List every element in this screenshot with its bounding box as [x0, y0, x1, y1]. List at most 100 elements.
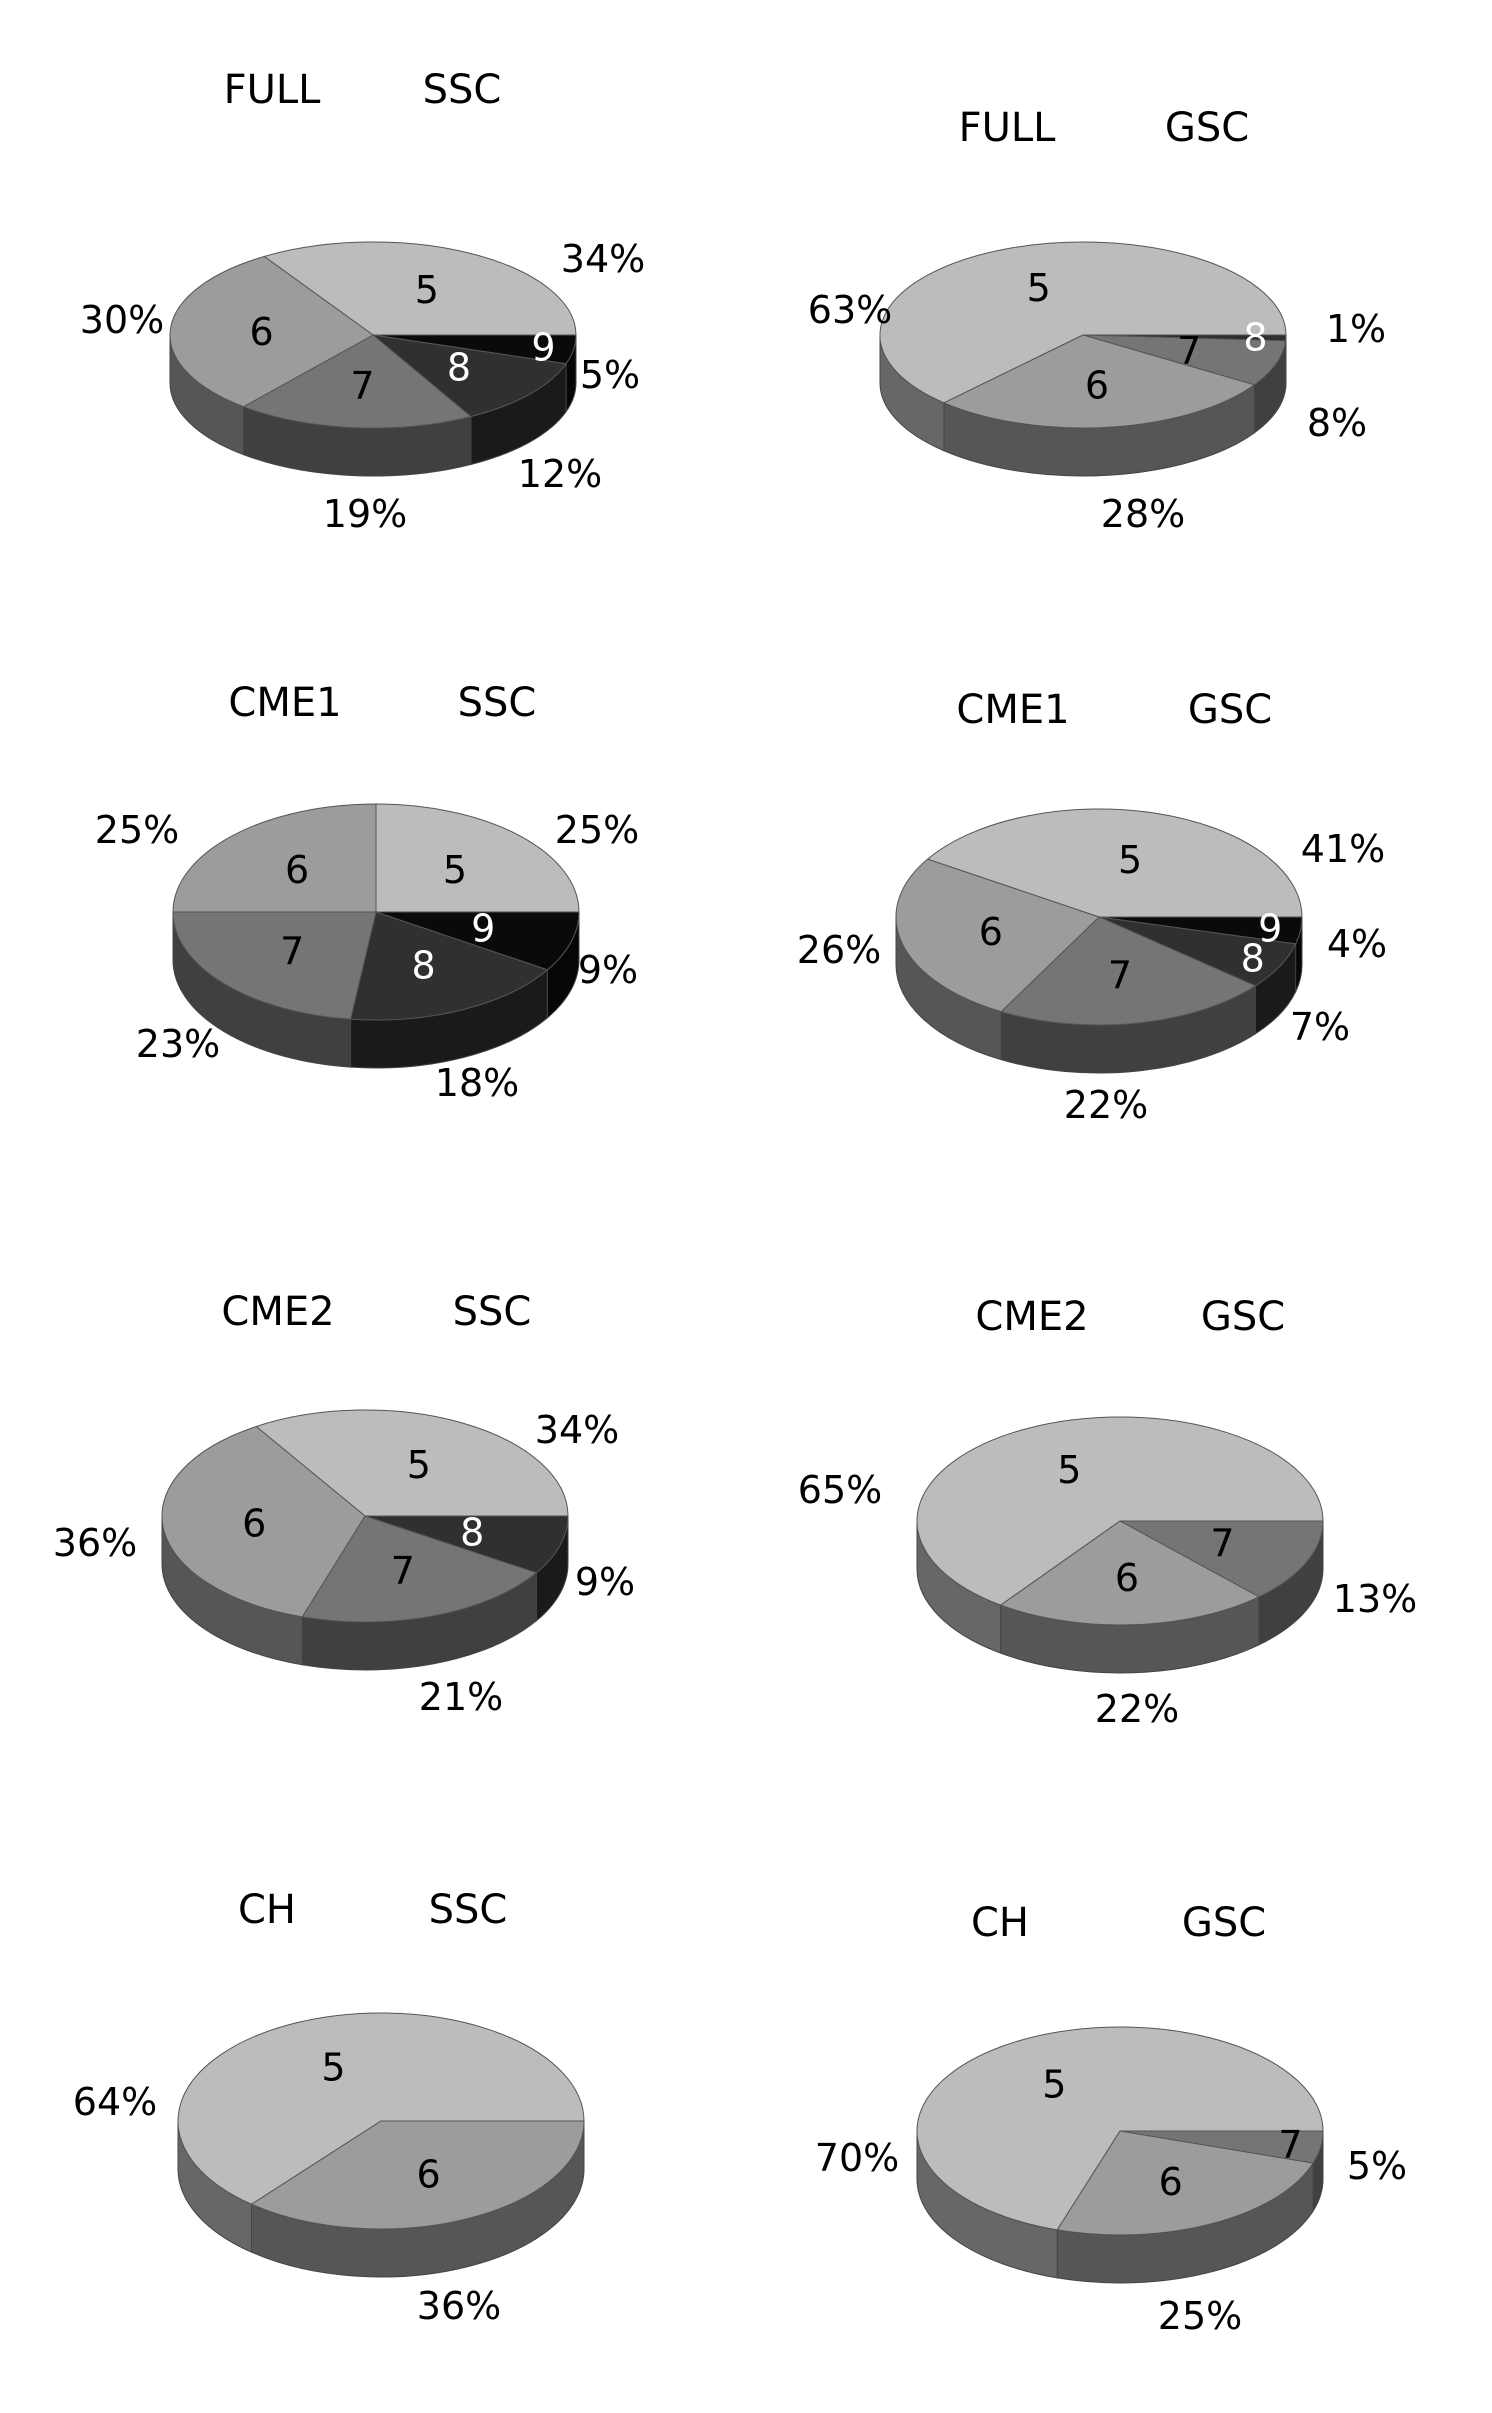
slice-label-7: 7 — [280, 929, 304, 973]
pie-top-faces — [172, 803, 580, 1021]
chart-title-left: FULL — [959, 105, 1057, 151]
pie-slice-9 — [375, 911, 580, 971]
pie-chart-6: CME2 GSC 5 7 6 65% 13% 22% — [798, 1294, 1417, 1731]
pie-chart-5: CME2 SSC 58 7 6 34% 9% 21% 36% — [53, 1289, 635, 1719]
percent-label-6: 30% — [80, 298, 164, 342]
slice-label-5: 5 — [1027, 266, 1051, 310]
percent-label-6: 25% — [1158, 2294, 1242, 2338]
pie-slice-5 — [916, 2026, 1324, 2231]
chart-title-left: FULL — [224, 67, 322, 113]
pie-slice-7 — [1000, 916, 1257, 1026]
pie-slice-7 — [1082, 334, 1287, 386]
chart-title-left: CME2 — [221, 1289, 334, 1335]
chart-title-right: SSC — [458, 680, 537, 726]
pie-slice-6 — [250, 2120, 585, 2230]
pie-chart-8: CH GSC 5 7 6 70% 5% 25% — [815, 1900, 1407, 2338]
chart-title-right: GSC — [1165, 105, 1249, 151]
pie-top-faces — [879, 241, 1287, 429]
percent-label-7: 22% — [1064, 1083, 1148, 1127]
slice-label-6: 6 — [242, 1501, 266, 1545]
percent-label-5: 64% — [73, 2080, 157, 2124]
pie-slice-6 — [942, 334, 1256, 429]
slice-label-6: 6 — [979, 910, 1003, 954]
percent-label-6: 28% — [1101, 492, 1185, 536]
chart-title-right: GSC — [1201, 1294, 1285, 1340]
slice-label-8: 8 — [1241, 937, 1265, 981]
pie-slice-6 — [172, 803, 377, 913]
pie-slice-6 — [999, 1520, 1261, 1626]
percent-label-5: 34% — [561, 237, 645, 281]
pie-chart-4: CME1 GSC 5 98 7 6 41% 4% 7% 22% 26% — [797, 687, 1387, 1127]
percent-label-5: 41% — [1301, 827, 1385, 871]
chart-title-left: CH — [238, 1887, 296, 1933]
chart-title-right: GSC — [1182, 1900, 1266, 1946]
pie-slice-5 — [375, 803, 580, 913]
pie-slice-5 — [916, 1416, 1324, 1606]
percent-label-7: 13% — [1333, 1577, 1417, 1621]
pie-slice-6 — [169, 255, 374, 408]
pie-side-walls — [169, 334, 577, 477]
slice-label-7: 7 — [1177, 329, 1201, 373]
percent-label-6: 26% — [797, 928, 881, 972]
percent-label-7: 21% — [419, 1675, 503, 1719]
pie-chart-7: CH SSC 5 6 64% 36% — [73, 1887, 585, 2328]
slice-label-5: 5 — [443, 848, 467, 892]
pie-slice-5 — [255, 1409, 569, 1517]
slice-label-8: 8 — [1243, 315, 1267, 359]
percent-label-9: 5% — [580, 353, 640, 397]
pie-slice-6 — [895, 858, 1100, 1013]
chart-title-left: CME1 — [956, 687, 1069, 733]
slice-label-9: 9 — [471, 907, 495, 951]
percent-label-8: 12% — [518, 452, 602, 496]
pie-slice-7 — [172, 911, 377, 1020]
pie-top-faces — [161, 1409, 569, 1623]
slice-label-6: 6 — [249, 310, 273, 354]
percent-label-6: 36% — [53, 1521, 137, 1565]
slice-label-5: 5 — [321, 2045, 345, 2089]
pie-top-faces — [916, 2026, 1324, 2236]
slice-label-5: 5 — [415, 268, 439, 312]
slice-label-6: 6 — [1085, 364, 1109, 408]
pie-chart-1: FULL SSC 5 9 8 7 6 34% 5% 12% 19% 30% — [80, 67, 645, 536]
slice-label-6: 6 — [1115, 1556, 1139, 1600]
percent-label-8: 18% — [435, 1061, 519, 1105]
slice-label-5: 5 — [407, 1443, 431, 1487]
percent-label-5: 34% — [535, 1408, 619, 1452]
percent-label-5: 63% — [808, 288, 892, 332]
pie-slice-5 — [177, 2012, 585, 2205]
chart-title-right: SSC — [429, 1887, 508, 1933]
percent-label-8: 1% — [1326, 307, 1386, 351]
slice-label-8: 8 — [411, 944, 435, 988]
percent-label-8: 7% — [1290, 1005, 1350, 1049]
pie-top-faces — [177, 2012, 585, 2230]
pie-slice-5 — [926, 808, 1303, 918]
pie-chart-2: FULL GSC 5 87 6 63% 1% 8% 28% — [808, 105, 1386, 536]
slice-label-6: 6 — [416, 2153, 440, 2197]
pie-slice-6 — [1056, 2130, 1314, 2236]
slice-label-7: 7 — [1210, 1522, 1234, 1566]
chart-title-right: SSC — [453, 1289, 532, 1335]
percent-label-6: 25% — [95, 808, 179, 852]
slice-label-8: 8 — [460, 1510, 484, 1554]
slice-label-6: 6 — [1159, 2160, 1183, 2204]
pie-slice-5 — [263, 241, 577, 336]
pie-chart-3: CME1 SSC 598 7 6 25% 9% 18% 23% 25% — [95, 680, 639, 1105]
percent-label-9: 9% — [578, 948, 638, 992]
slice-label-5: 5 — [1057, 1448, 1081, 1492]
pie-top-faces — [169, 241, 577, 429]
chart-title-left: CME1 — [228, 680, 341, 726]
pie-slice-8 — [364, 1515, 569, 1574]
slice-label-7: 7 — [1108, 953, 1132, 997]
chart-title-left: CME2 — [975, 1294, 1088, 1340]
slice-label-7: 7 — [350, 364, 374, 408]
slice-label-5: 5 — [1118, 838, 1142, 882]
pie-top-faces — [895, 808, 1303, 1026]
percent-label-5: 65% — [798, 1468, 882, 1512]
chart-title-right: GSC — [1188, 687, 1272, 733]
pie-top-faces — [916, 1416, 1324, 1626]
percent-label-7: 5% — [1347, 2144, 1407, 2188]
chart-title-right: SSC — [423, 67, 502, 113]
slice-label-5: 5 — [1042, 2063, 1066, 2107]
percent-label-7: 8% — [1307, 401, 1367, 445]
